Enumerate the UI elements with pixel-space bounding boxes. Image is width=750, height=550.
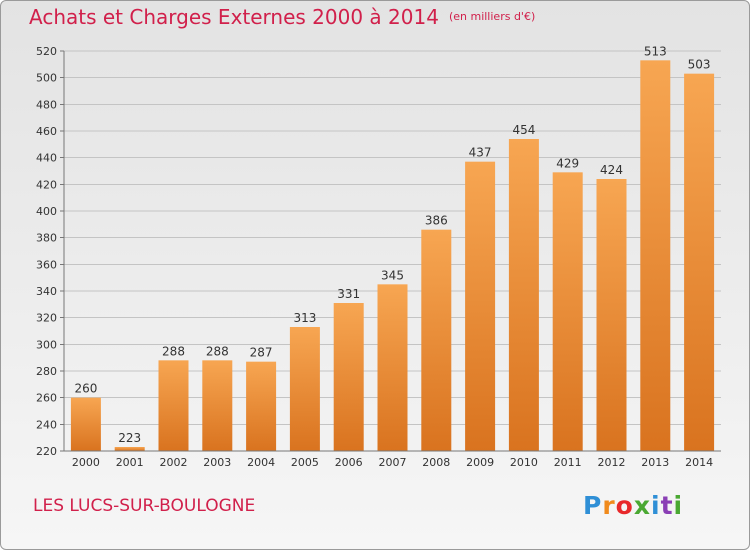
y-tick-label: 400 <box>36 205 57 218</box>
bar-2011 <box>552 172 583 452</box>
y-tick-label: 520 <box>36 45 57 58</box>
bar-2007 <box>377 284 408 451</box>
x-tick-label: 2002 <box>160 456 188 469</box>
x-tick-label: 2004 <box>247 456 275 469</box>
x-tick-label: 2005 <box>291 456 319 469</box>
y-tick-label: 480 <box>36 98 57 111</box>
bar-value-label: 260 <box>74 382 97 396</box>
bar-value-label: 223 <box>118 431 141 445</box>
bar-value-label: 313 <box>293 311 316 325</box>
x-tick-label: 2012 <box>598 456 626 469</box>
chart-title: Achats et Charges Externes 2000 à 2014 (e… <box>29 5 535 29</box>
y-tick-label: 220 <box>36 445 57 458</box>
logo-letter: i <box>651 491 661 520</box>
logo-letter: P <box>583 491 603 520</box>
logo-letter: x <box>633 491 651 520</box>
x-tick-label: 2001 <box>116 456 144 469</box>
bar-2012 <box>596 179 627 451</box>
x-tick-label: 2000 <box>72 456 100 469</box>
x-tick-label: 2010 <box>510 456 538 469</box>
bar-2003 <box>202 360 233 451</box>
bar-value-label: 331 <box>337 287 360 301</box>
x-tick-label: 2009 <box>466 456 494 469</box>
bar-value-label: 288 <box>206 344 229 358</box>
x-tick-label: 2013 <box>641 456 669 469</box>
logo-letter: i <box>673 491 684 520</box>
y-tick-label: 460 <box>36 125 57 138</box>
place-name: LES LUCS-SUR-BOULOGNE <box>33 496 256 516</box>
bar-2002 <box>158 360 189 451</box>
y-tick-label: 240 <box>36 418 57 431</box>
y-tick-label: 320 <box>36 312 57 325</box>
y-tick-label: 420 <box>36 178 57 191</box>
y-tick-label: 340 <box>36 285 57 298</box>
bar-2008 <box>421 229 452 451</box>
bar-2001 <box>114 447 145 451</box>
proxiti-logo: Proxiti <box>583 491 683 520</box>
bar-2000 <box>70 397 101 451</box>
y-tick-label: 380 <box>36 232 57 245</box>
bar-2005 <box>289 327 320 451</box>
y-tick-label: 500 <box>36 72 57 85</box>
logo-letter: o <box>615 491 634 520</box>
logo-letter: t <box>660 491 674 520</box>
bar-value-label: 288 <box>162 344 185 358</box>
x-tick-label: 2011 <box>554 456 582 469</box>
bar-value-label: 424 <box>600 163 623 177</box>
bar-2010 <box>508 139 539 451</box>
bar-series: 260 223 288 288 287 313 331 345 386 437 454 429 424 5… <box>70 44 715 452</box>
bar-value-label: 454 <box>512 123 535 137</box>
x-tick-label: 2007 <box>379 456 407 469</box>
bar-2004 <box>246 361 277 451</box>
x-axis: 2000 2001 2002 2003 2004 2005 2006 2007 2008 2009… <box>64 450 721 469</box>
logo-letter: r <box>602 491 616 520</box>
bar-2009 <box>465 161 496 451</box>
bar-2013 <box>640 60 671 451</box>
bar-value-label: 429 <box>556 156 579 170</box>
x-tick-label: 2014 <box>685 456 713 469</box>
bar-value-label: 345 <box>381 268 404 282</box>
bar-value-label: 386 <box>425 214 448 228</box>
y-tick-label: 360 <box>36 258 57 271</box>
chart-title-text: Achats et Charges Externes 2000 à 2014 <box>29 5 439 29</box>
bar-value-label: 503 <box>688 58 711 72</box>
y-tick-label: 440 <box>36 152 57 165</box>
bar-2006 <box>333 303 364 451</box>
chart-subtitle: (en milliers d'€) <box>448 10 536 23</box>
y-tick-label: 300 <box>36 338 57 351</box>
x-tick-label: 2008 <box>422 456 450 469</box>
bar-value-label: 513 <box>644 44 667 58</box>
bar-value-label: 437 <box>469 146 492 160</box>
y-tick-label: 280 <box>36 365 57 378</box>
bar-value-label: 287 <box>250 346 273 360</box>
x-tick-label: 2006 <box>335 456 363 469</box>
y-tick-label: 260 <box>36 392 57 405</box>
x-tick-label: 2003 <box>203 456 231 469</box>
bar-2014 <box>684 73 715 452</box>
y-axis: 220 240 260 280 300 320 340 360 380 400 420 440 460 4… <box>36 45 65 458</box>
